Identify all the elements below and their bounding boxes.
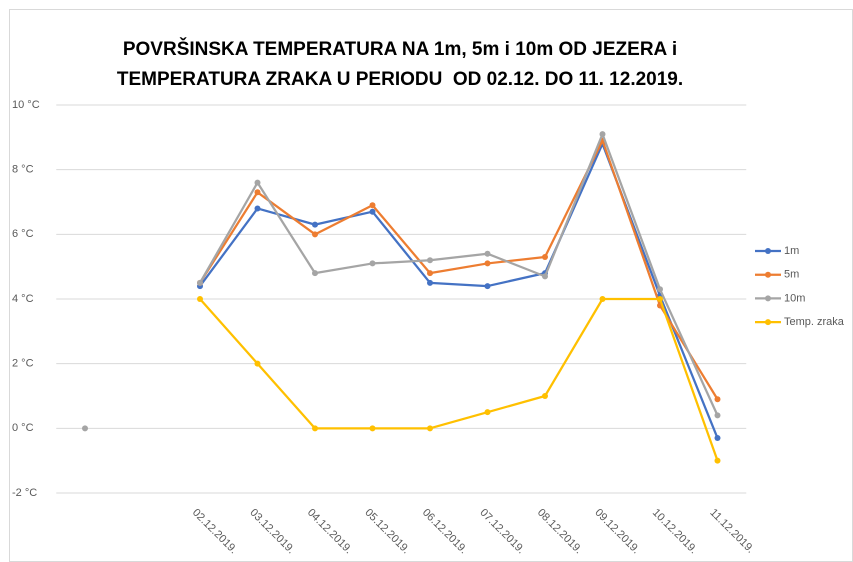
y-tick-label: 10 °C [12,99,40,111]
point [197,279,203,286]
y-tick-label: 0 °C [12,422,34,434]
point [312,231,318,238]
point [484,260,491,267]
y-tick-label: 2 °C [12,358,34,370]
point [82,425,88,432]
legend-label: 10m [784,292,805,304]
point [312,270,318,277]
y-tick-label: 8 °C [12,164,34,176]
point [254,205,261,212]
point [484,250,491,257]
point [542,253,548,260]
point [254,189,261,196]
point [657,296,663,302]
series-line [199,132,719,416]
point [599,296,606,302]
point [484,283,491,290]
legend-marker [765,248,771,254]
point [714,396,721,403]
chart-title: POVRŠINSKA TEMPERATURA NA 1m, 5m i 10m O… [123,38,677,60]
point [714,457,721,464]
point [714,435,721,442]
legend-marker [765,319,771,326]
series-line [199,139,719,400]
point [657,286,663,293]
y-tick-label: 4 °C [12,293,34,305]
legend-label: 5m [784,269,799,281]
point [427,270,433,277]
point [484,409,491,416]
y-tick-label: -2 °C [12,487,37,499]
point [542,273,548,280]
series-line [199,297,719,462]
point [714,412,721,419]
legend-marker [765,271,771,278]
point [312,425,318,432]
legend-marker [765,295,771,302]
point [369,208,376,215]
point [427,257,433,264]
point [312,221,318,228]
point [427,279,433,286]
point [254,360,261,367]
point [254,179,261,186]
point [599,131,606,138]
point [369,260,376,267]
point [542,393,548,399]
point [427,425,433,432]
point [369,202,376,209]
point [197,296,203,302]
chart-title: TEMPERATURA ZRAKA U PERIODU OD 02.12. DO… [117,69,683,90]
legend-label: Temp. zraka [784,316,845,328]
point [369,425,376,432]
legend-label: 1m [784,245,799,257]
y-tick-label: 6 °C [12,228,34,240]
